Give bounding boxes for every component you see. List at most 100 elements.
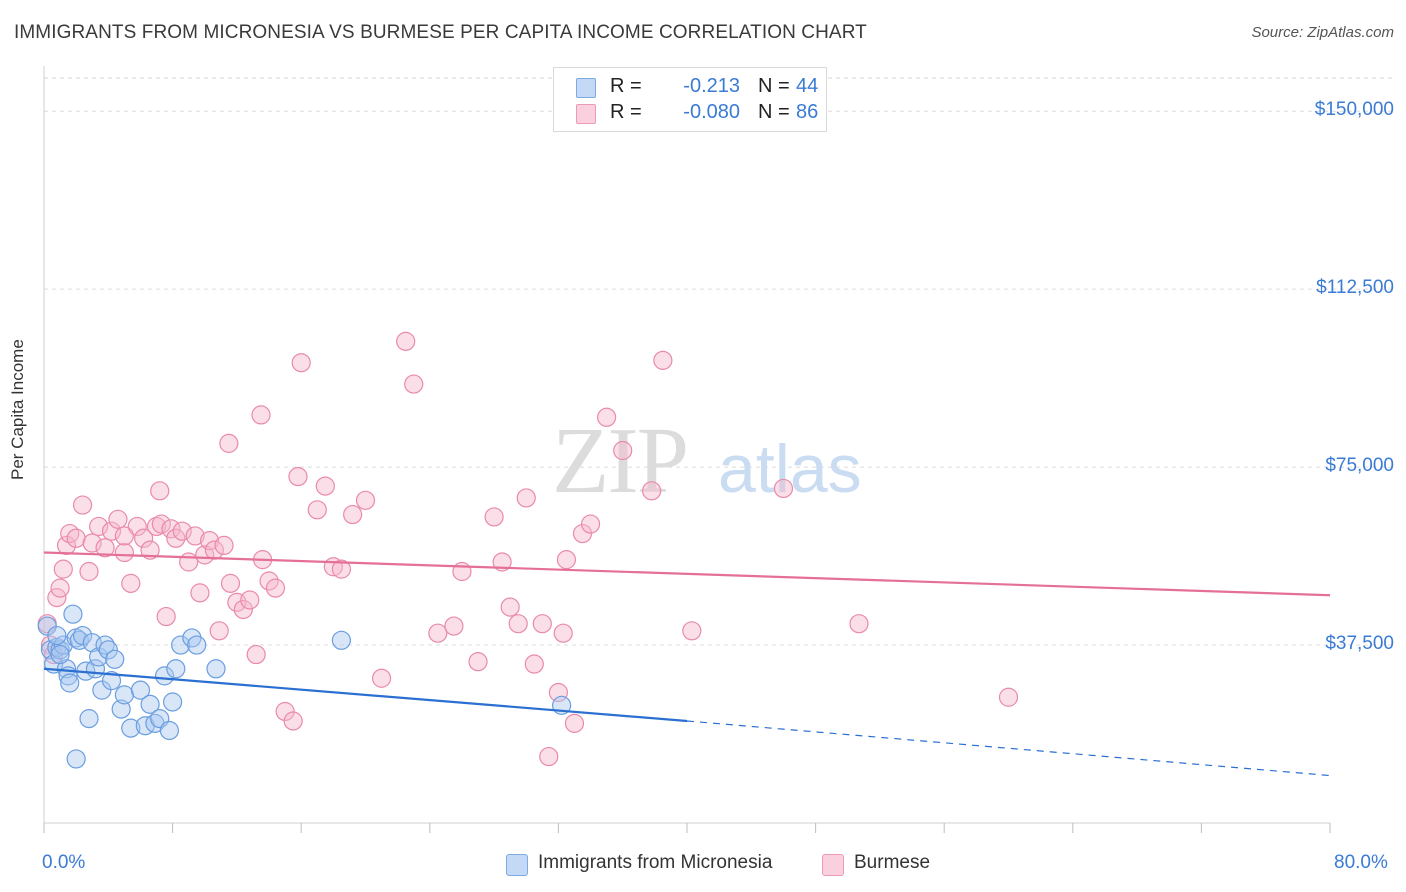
micronesia-point <box>60 673 80 693</box>
burmese-point <box>428 623 448 643</box>
burmese-point <box>315 476 335 496</box>
burmese-point <box>72 495 93 515</box>
burmese-point <box>396 331 416 351</box>
micronesia-point <box>130 680 151 700</box>
micronesia-point <box>121 718 141 738</box>
burmese-point <box>580 514 601 534</box>
watermark: ZIP atlas <box>552 409 862 513</box>
burmese-point <box>134 528 154 548</box>
burmese-point <box>50 578 70 598</box>
burmese-point <box>140 540 160 560</box>
burmese-point <box>613 440 633 461</box>
micronesia-point <box>171 635 191 655</box>
legend-label: Burmese <box>854 852 931 873</box>
micronesia-trend-extension <box>686 720 1331 777</box>
micronesia-point <box>159 720 179 741</box>
burmese-point <box>82 533 102 553</box>
burmese-point <box>151 514 171 534</box>
burmese-point <box>564 713 585 733</box>
burmese-point <box>343 504 363 525</box>
burmese-point <box>653 350 673 370</box>
micronesia-point <box>50 644 70 665</box>
stats-box: R = -0.213 N = 44 R = -0.080 N = 86 <box>553 67 827 132</box>
micronesia-trend-line <box>43 667 688 723</box>
burmese-point <box>95 538 115 558</box>
burmese-point <box>127 516 147 537</box>
micronesia-point <box>98 640 118 660</box>
n-value: 86 <box>796 101 819 123</box>
svg-text:ZIP: ZIP <box>552 409 687 513</box>
n-label: N = <box>758 75 790 97</box>
micronesia-point <box>47 625 67 646</box>
burmese-point <box>524 654 544 674</box>
micronesia-point <box>79 709 99 729</box>
burmese-point <box>998 687 1019 707</box>
y-tick-label: $150,000 <box>1314 99 1394 121</box>
burmese-point <box>56 535 77 556</box>
burmese-point <box>121 573 141 593</box>
burmese-point <box>331 559 351 579</box>
micronesia-point <box>63 604 83 624</box>
micronesia-point <box>166 659 186 679</box>
x-tick-max: 80.0% <box>1334 852 1388 873</box>
burmese-point <box>240 590 260 610</box>
burmese-point <box>539 746 559 767</box>
micronesia-point <box>331 630 351 650</box>
y-tick-label: $112,500 <box>1316 277 1394 299</box>
micronesia-legend-swatch <box>506 854 528 876</box>
burmese-point <box>265 578 286 598</box>
burmese-point <box>307 500 327 520</box>
y-tick-label: $75,000 <box>1325 455 1394 477</box>
micronesia-point <box>105 649 125 669</box>
burmese-point <box>89 516 109 537</box>
burmese-point <box>849 614 869 634</box>
axes <box>43 66 1331 833</box>
r-value: -0.080 <box>683 101 740 123</box>
burmese-point <box>516 488 536 508</box>
burmese-point <box>355 490 376 510</box>
burmese-point <box>682 621 702 641</box>
burmese-point <box>195 545 215 565</box>
y-tick-label: $37,500 <box>1325 633 1394 655</box>
burmese-point <box>288 466 308 487</box>
burmese-point <box>220 573 241 593</box>
burmese-point <box>179 552 199 572</box>
chart-title: IMMIGRANTS FROM MICRONESIA VS BURMESE PE… <box>14 22 867 43</box>
burmese-point <box>79 561 99 582</box>
r-label: R = <box>610 75 642 97</box>
x-tick-min: 0.0% <box>42 852 86 873</box>
burmese-points <box>37 331 1019 767</box>
burmese-point <box>66 528 86 548</box>
burmese-point <box>185 526 205 546</box>
burmese-point <box>508 614 528 634</box>
n-value: 44 <box>796 75 819 97</box>
burmese-point <box>532 614 552 634</box>
burmese-point <box>444 616 464 636</box>
micronesia-point <box>101 671 122 691</box>
burmese-point <box>597 407 617 427</box>
micronesia-point <box>163 692 183 712</box>
burmese-point <box>642 481 662 501</box>
burmese-point <box>150 481 170 501</box>
micronesia-point <box>72 625 93 646</box>
micronesia-swatch <box>576 78 596 98</box>
burmese-point <box>114 526 134 546</box>
r-label: R = <box>610 101 642 123</box>
r-value: -0.213 <box>683 75 740 97</box>
burmese-point <box>251 405 271 425</box>
micronesia-point <box>111 699 131 719</box>
burmese-point <box>101 521 122 541</box>
burmese-point <box>114 542 134 563</box>
micronesia-points <box>37 604 572 769</box>
source-label: Source: ZipAtlas.com <box>1251 24 1394 41</box>
burmese-point <box>773 478 794 499</box>
burmese-point <box>161 519 181 539</box>
burmese-point <box>404 374 424 394</box>
burmese-swatch <box>576 104 596 124</box>
burmese-point <box>556 550 577 570</box>
micronesia-point <box>89 647 109 667</box>
burmese-point <box>53 559 73 579</box>
burmese-trend-line <box>43 551 1331 597</box>
micronesia-point <box>187 635 207 655</box>
